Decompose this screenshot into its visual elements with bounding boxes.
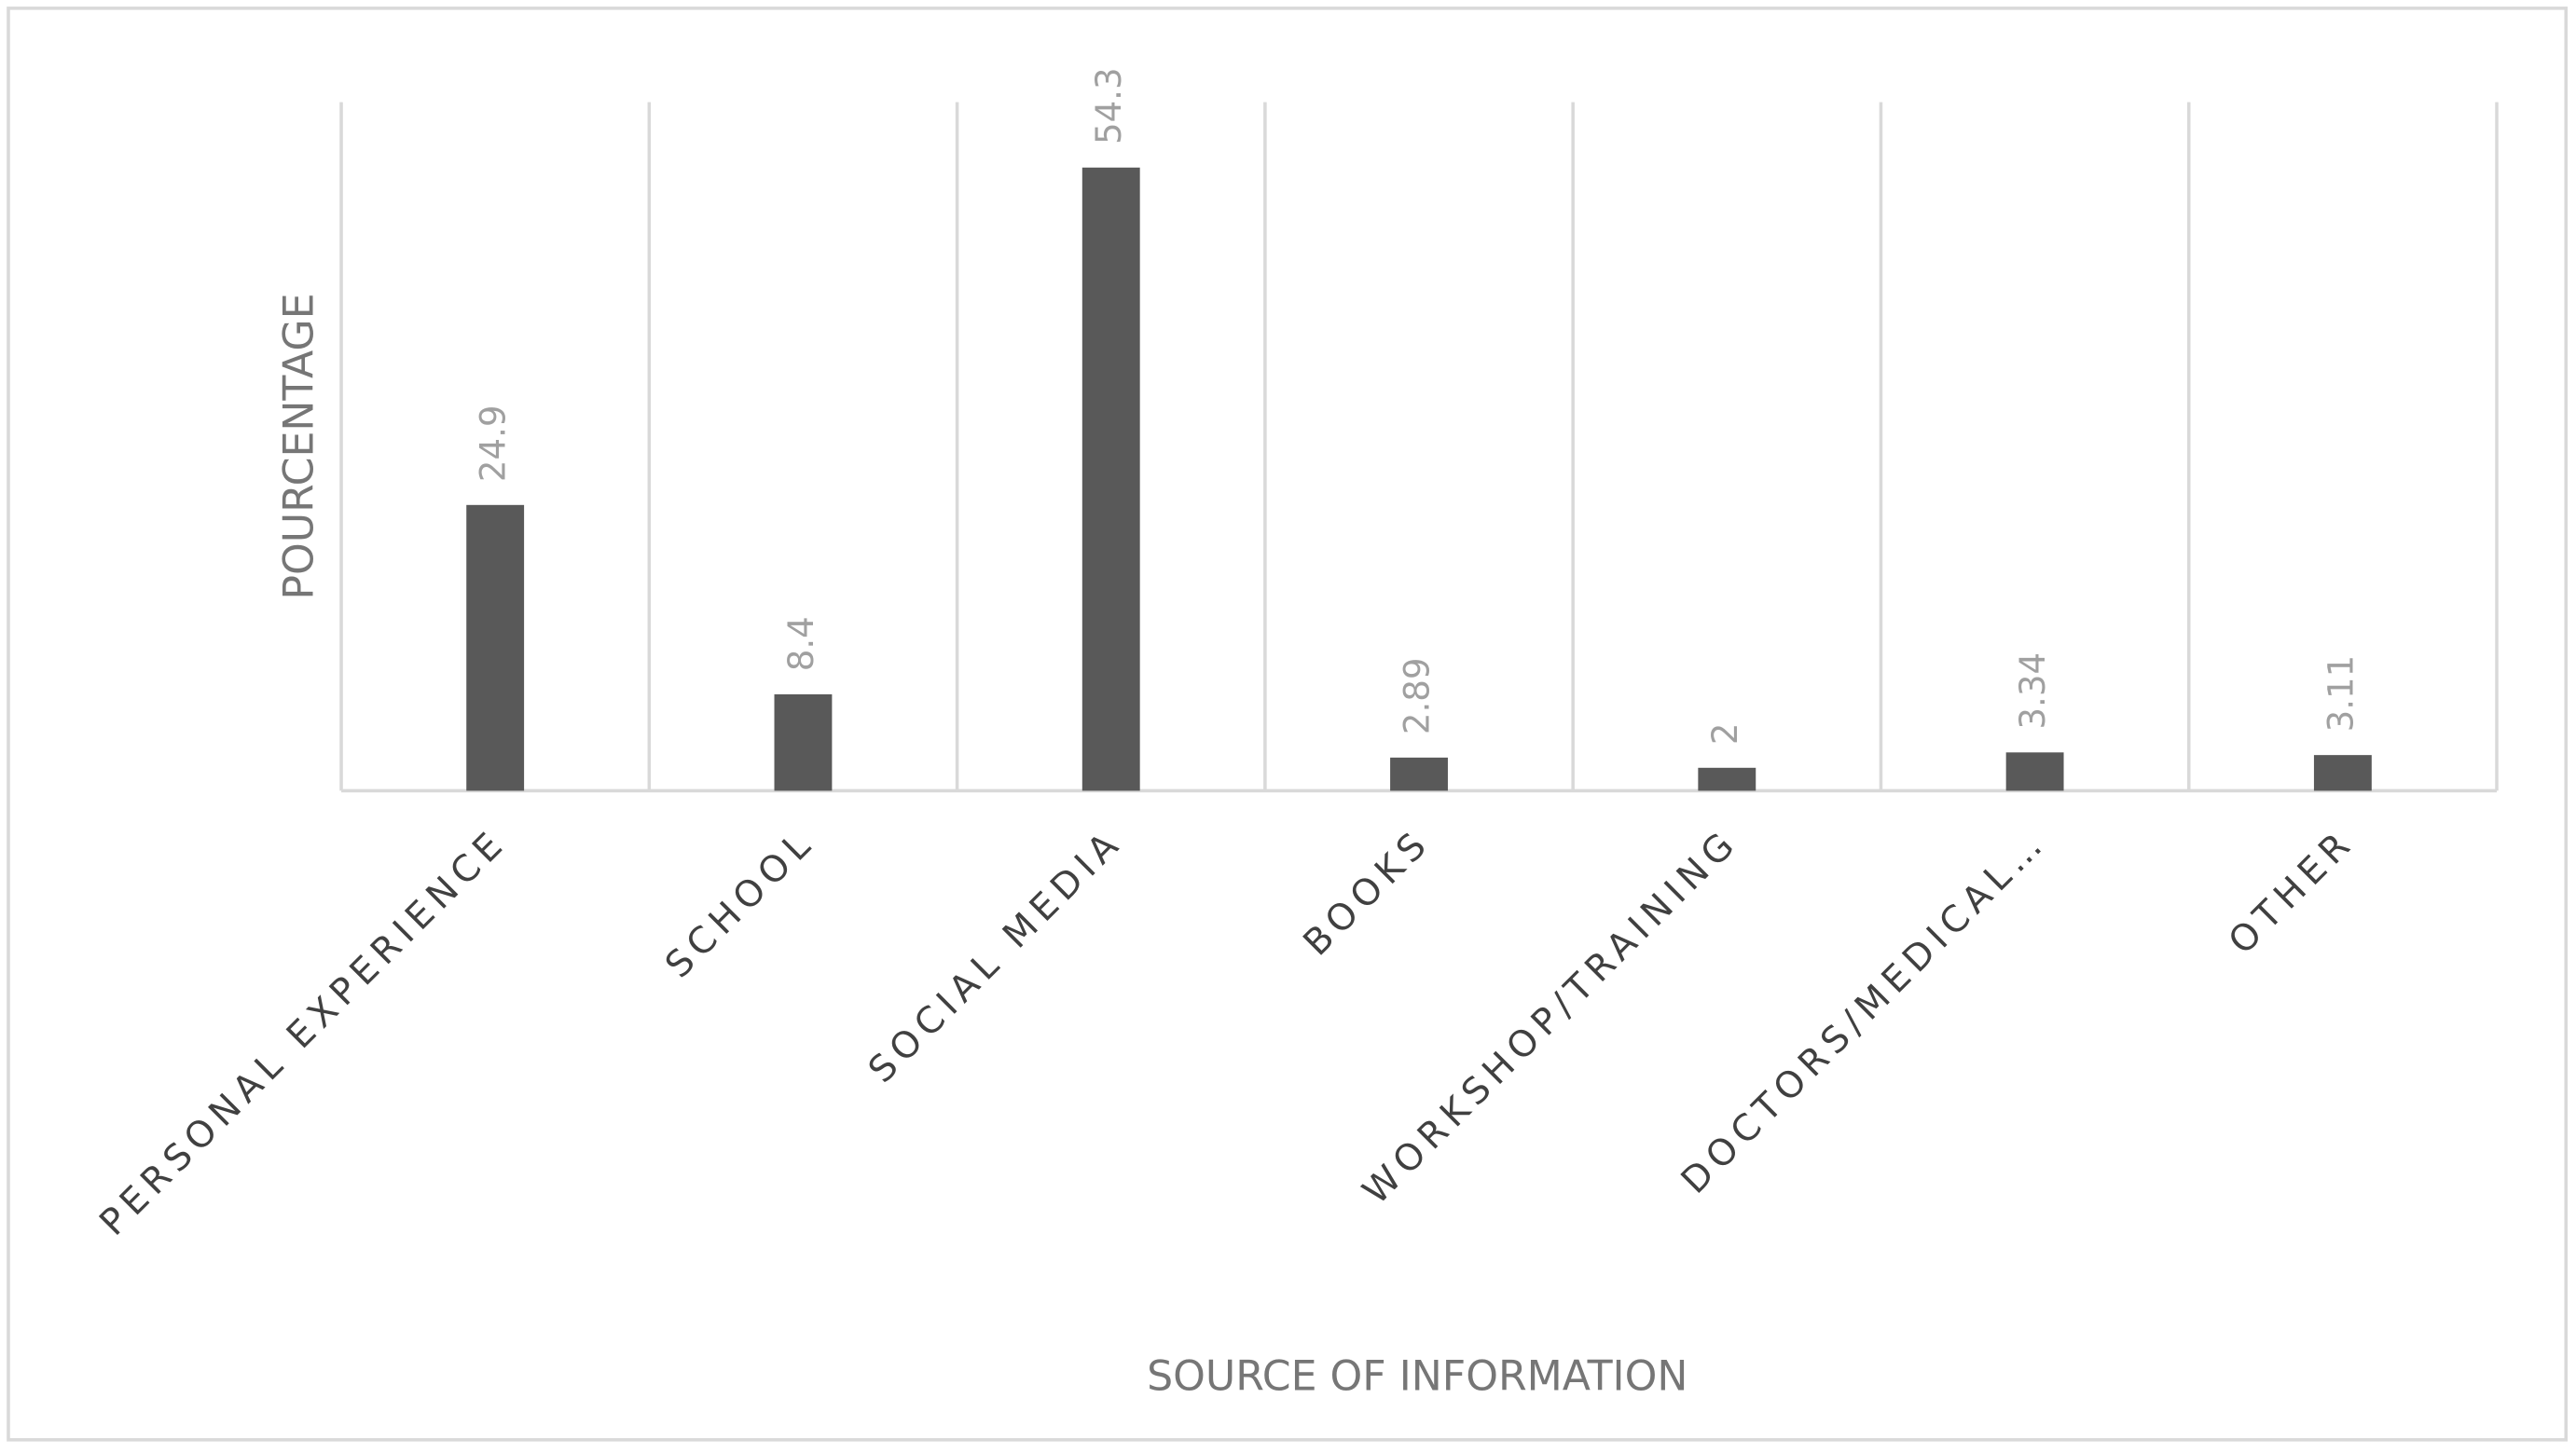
bar [1081, 167, 1140, 791]
data-label: 24.9 [474, 404, 514, 482]
bar [2313, 755, 2372, 791]
bar [2005, 752, 2064, 791]
y-axis-title: POURCENTAGE [276, 293, 324, 599]
data-label: 8.4 [781, 616, 821, 671]
data-label: 2 [1705, 722, 1745, 745]
bar [466, 504, 525, 791]
data-label: 2.89 [1398, 657, 1438, 734]
chart-border [7, 7, 2569, 1442]
bar [774, 693, 833, 791]
bar [1390, 757, 1448, 791]
data-label: 3.11 [2321, 655, 2361, 733]
bar [1698, 767, 1756, 791]
x-axis-title: SOURCE OF INFORMATION [1147, 1352, 1687, 1400]
data-label: 54.3 [1089, 67, 1129, 144]
data-label: 3.34 [2013, 652, 2053, 730]
